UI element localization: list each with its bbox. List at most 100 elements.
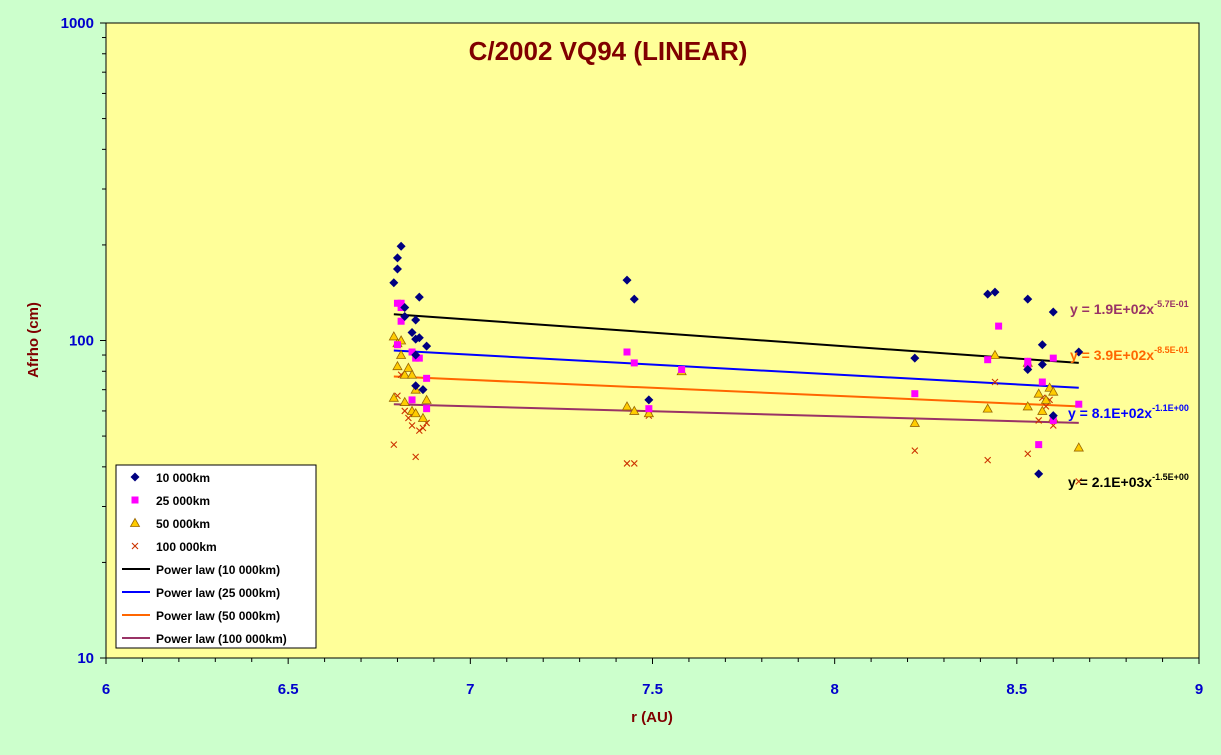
data-point: [1073, 442, 1084, 452]
data-point: [621, 401, 633, 411]
data-point: [623, 460, 631, 467]
data-point: [406, 369, 418, 379]
fit-equation-base: y = 1.9E+02x: [1070, 301, 1154, 317]
data-point: [911, 447, 919, 454]
data-point: [1037, 405, 1048, 415]
data-point: [419, 424, 427, 432]
data-point: [408, 422, 416, 429]
data-point: [1048, 411, 1058, 421]
fit-equation: y = 1.9E+02x-5.7E-01: [1070, 299, 1189, 317]
data-point: [405, 414, 412, 422]
data-point: [397, 317, 405, 325]
data-point: [407, 327, 417, 337]
data-point: [408, 396, 416, 404]
fit-equation-exponent: -5.7E-01: [1154, 299, 1189, 309]
legend-label: Power law (25 000km): [156, 586, 280, 600]
legend-marker: [129, 517, 141, 527]
legend-label: 50 000km: [156, 517, 210, 531]
data-point: [411, 315, 421, 325]
data-point: [411, 350, 421, 360]
data-point: [1024, 450, 1032, 458]
fit-equation: y = 2.1E+03x-1.5E+00: [1068, 472, 1189, 490]
data-point: [1074, 347, 1084, 357]
axes: 6 6.5 7 7.5 8 8.5 9 10 100 1000: [61, 15, 1204, 698]
data-point: [400, 303, 410, 313]
data-point: [629, 405, 640, 415]
data-point: [909, 417, 921, 427]
data-point: [1049, 354, 1057, 362]
data-point: [1042, 403, 1050, 410]
data-point: [1024, 357, 1032, 365]
data-point: [989, 349, 1001, 359]
legend: 10 000km 25 000km 50 000km 100 000km Power l…: [115, 464, 317, 649]
data-point: [395, 349, 407, 359]
y-tick-label: 100: [69, 333, 94, 350]
fit-equation-exponent: -1.1E+00: [1152, 403, 1189, 413]
fit-lines: [393, 313, 1079, 424]
data-point: [401, 407, 409, 415]
data-point: [417, 412, 429, 422]
data-point: [388, 392, 400, 402]
data-point: [408, 348, 416, 356]
data-point: [1075, 477, 1083, 485]
data-point: [991, 378, 999, 386]
y-tick-label: 10: [77, 650, 94, 667]
fit-equation-base: y = 8.1E+02x: [1068, 405, 1152, 421]
data-point: [421, 394, 432, 404]
data-point: [423, 374, 431, 382]
data-point: [392, 360, 403, 371]
data-point: [1075, 400, 1083, 408]
fit-line: [393, 403, 1079, 424]
data-point: [644, 395, 654, 405]
fit-equation-exponent: -1.5E+00: [1152, 472, 1189, 482]
legend-box: [115, 464, 317, 649]
data-point: [423, 405, 431, 413]
fit-equation-base: y = 2.1E+03x: [1068, 474, 1152, 490]
fit-equations: y = 1.9E+02x-5.7E-01 y = 3.9E+02x-8.5E-01…: [1068, 299, 1189, 490]
data-point: [399, 396, 410, 406]
x-tick-label: 8: [830, 681, 838, 698]
data-point: [1033, 388, 1044, 398]
legend-marker: [130, 472, 140, 482]
legend-label: Power law (100 000km): [156, 632, 287, 646]
fit-equation: y = 8.1E+02x-1.1E+00: [1068, 403, 1189, 421]
data-point: [393, 299, 401, 307]
data-point: [1049, 416, 1057, 424]
data-point: [393, 341, 401, 349]
fit-equation-exponent: -8.5E-01: [1154, 345, 1189, 355]
data-point: [422, 341, 432, 351]
data-point: [403, 362, 414, 372]
data-point: [1035, 441, 1043, 449]
fit-line: [393, 349, 1079, 389]
data-points: [388, 241, 1084, 485]
legend-marker: [131, 542, 139, 550]
legend-marker: [131, 496, 139, 504]
data-point: [910, 353, 920, 363]
data-point: [982, 403, 993, 413]
data-point: [645, 405, 653, 413]
data-point: [415, 354, 423, 362]
legend-label: 100 000km: [156, 540, 217, 554]
data-point: [629, 294, 639, 304]
data-point: [399, 369, 410, 379]
data-point: [678, 366, 686, 374]
x-tick-label: 7.5: [642, 681, 663, 698]
data-point: [410, 407, 421, 418]
data-point: [1038, 378, 1046, 386]
legend-label: 10 000km: [156, 471, 210, 485]
y-tick-label: 1000: [61, 15, 94, 32]
data-point: [392, 264, 402, 274]
x-tick-label: 6: [102, 681, 110, 698]
data-point: [1048, 307, 1058, 317]
legend-label: Power law (50 000km): [156, 609, 280, 623]
data-point: [1040, 394, 1052, 404]
data-point: [622, 275, 632, 285]
x-tick-label: 9: [1195, 681, 1203, 698]
chart-title: C/2002 VQ94 (LINEAR): [469, 36, 748, 66]
data-point: [1048, 386, 1059, 396]
data-point: [1023, 365, 1033, 375]
data-point: [643, 407, 655, 418]
data-point: [411, 381, 421, 391]
